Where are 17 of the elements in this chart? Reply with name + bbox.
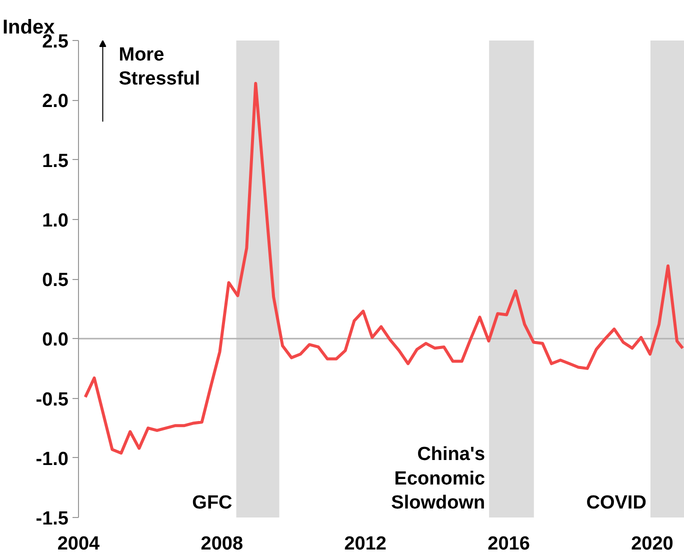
- y-tick-label: 1.0: [42, 210, 69, 232]
- annotation: More Stressful: [118, 44, 200, 90]
- x-tick-label: 2012: [344, 534, 387, 552]
- band-label: GFC: [192, 492, 233, 514]
- y-tick-label: -1.5: [36, 508, 69, 530]
- y-tick-label: 1.5: [42, 150, 69, 172]
- y-tick-label: -0.5: [36, 389, 69, 410]
- x-tick-label: 2020: [631, 534, 674, 552]
- y-tick-label: 0.0: [42, 330, 69, 351]
- x-tick-label: 2004: [57, 534, 100, 552]
- y-tick-label: 2.0: [42, 91, 69, 112]
- x-tick-label: 2016: [488, 534, 530, 552]
- band-label: COVID: [586, 492, 646, 514]
- y-tick-label: -1.0: [36, 448, 69, 470]
- x-tick-label: 2008: [200, 534, 244, 552]
- band-label: China's Economic Slowdown: [391, 444, 486, 514]
- y-tick-label: 0.5: [42, 270, 69, 291]
